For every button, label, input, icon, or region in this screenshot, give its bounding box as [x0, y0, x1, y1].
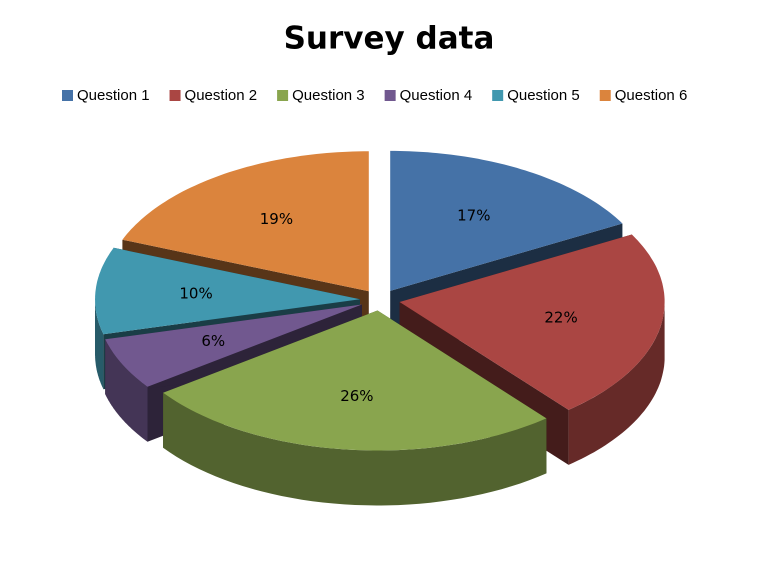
data-label: 6% — [201, 332, 225, 350]
slice-wall — [95, 299, 104, 390]
legend-swatch — [492, 90, 504, 101]
data-label: 19% — [260, 210, 293, 228]
legend-label: Question 1 — [77, 87, 150, 104]
data-label: 17% — [457, 207, 490, 225]
chart-title: Survey data — [284, 21, 495, 57]
legend-swatch — [384, 90, 396, 101]
legend-swatch — [599, 90, 611, 101]
slice-wall — [163, 392, 547, 506]
data-label: 22% — [544, 309, 577, 327]
slice — [390, 150, 623, 291]
legend-label: Question 2 — [185, 87, 258, 104]
slice — [95, 247, 360, 335]
legend-swatch — [277, 90, 289, 101]
legend-swatch — [169, 90, 181, 101]
legend-label: Question 4 — [400, 87, 473, 104]
data-label: 26% — [340, 387, 373, 405]
slice — [122, 151, 369, 292]
data-label: 10% — [179, 284, 212, 302]
slice-wall — [105, 339, 148, 442]
legend-swatch — [62, 90, 73, 101]
slice-wall — [568, 302, 665, 465]
slice — [399, 234, 665, 410]
legend-label: Question 5 — [507, 87, 580, 104]
legend-label: Question 6 — [615, 87, 688, 104]
slice — [163, 310, 547, 451]
legend-label: Question 3 — [292, 87, 365, 104]
slice — [105, 304, 362, 387]
